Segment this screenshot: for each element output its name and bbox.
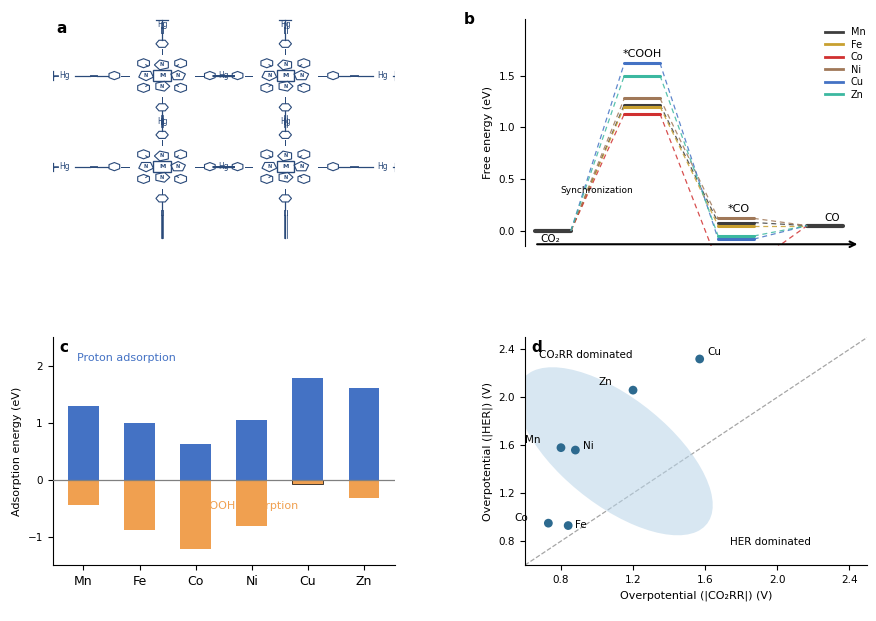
Bar [349,388,379,480]
Text: Hg: Hg [60,71,70,80]
Bar [124,423,155,480]
Text: N: N [267,73,272,78]
Text: N: N [160,84,164,89]
Text: HER dominated: HER dominated [731,537,811,546]
Point [554,443,568,453]
Text: *COOH: *COOH [623,49,661,59]
Text: Zn: Zn [599,378,612,388]
Text: CO₂: CO₂ [540,234,561,244]
Text: Synchronization: Synchronization [560,186,632,194]
Bar [293,378,323,480]
Text: *CO: *CO [727,204,749,214]
Text: M: M [282,73,288,78]
Point [569,445,583,455]
Text: Mn: Mn [525,435,540,445]
Text: Proton adsorption: Proton adsorption [76,353,175,363]
Text: N: N [144,164,148,169]
Bar [180,480,211,549]
Bar [68,406,99,480]
Bar [349,480,379,498]
Text: Co: Co [514,513,528,523]
Text: M: M [159,73,166,78]
Text: N: N [160,175,164,180]
Text: N: N [176,73,180,78]
Text: Cu: Cu [707,347,721,358]
Text: N: N [144,73,148,78]
Text: *COOH adsorption: *COOH adsorption [196,501,299,511]
Text: Hg: Hg [378,162,388,171]
Text: Hg: Hg [280,20,291,29]
Y-axis label: Free energy (eV): Free energy (eV) [483,86,493,179]
Bar [293,480,323,484]
Bar [180,445,211,480]
Text: CO₂RR dominated: CO₂RR dominated [539,350,632,360]
Y-axis label: Overpotential (|HER|) (V): Overpotential (|HER|) (V) [483,382,493,521]
Legend: Mn, Fe, Co, Ni, Cu, Zn: Mn, Fe, Co, Ni, Cu, Zn [822,24,869,104]
Text: N: N [283,84,287,89]
Text: Hg: Hg [60,162,70,171]
Text: Fe: Fe [576,520,587,530]
Point [693,354,707,364]
Bar [124,480,155,530]
Text: N: N [283,153,287,158]
Text: b: b [463,12,474,27]
Bar [237,480,267,527]
Bar [293,480,323,484]
Text: Hg: Hg [378,71,388,80]
Text: d: d [532,340,542,355]
Text: N: N [160,62,164,68]
Text: N: N [267,164,272,169]
Text: Ni: Ni [583,441,593,451]
Text: N: N [176,164,180,169]
Point [541,518,555,528]
Bar [237,420,267,480]
X-axis label: Overpotential (|CO₂RR|) (V): Overpotential (|CO₂RR|) (V) [620,591,773,601]
Bar [68,480,99,505]
Text: N: N [160,153,164,158]
Text: M: M [282,164,288,169]
Text: CO: CO [824,214,840,224]
Text: Hg: Hg [280,117,291,125]
Text: N: N [300,73,303,78]
Text: Hg: Hg [218,71,229,80]
Text: N: N [283,175,287,180]
Text: Hg: Hg [157,117,167,125]
Point [626,385,640,395]
Text: a: a [56,21,67,36]
Text: c: c [60,340,68,355]
Ellipse shape [518,367,713,535]
Text: Hg: Hg [157,20,167,29]
Text: Hg: Hg [218,162,229,171]
Point [562,520,576,530]
Text: N: N [300,164,303,169]
Y-axis label: Adsorption energy (eV): Adsorption energy (eV) [12,387,22,516]
Text: M: M [159,164,166,169]
Text: N: N [283,62,287,68]
